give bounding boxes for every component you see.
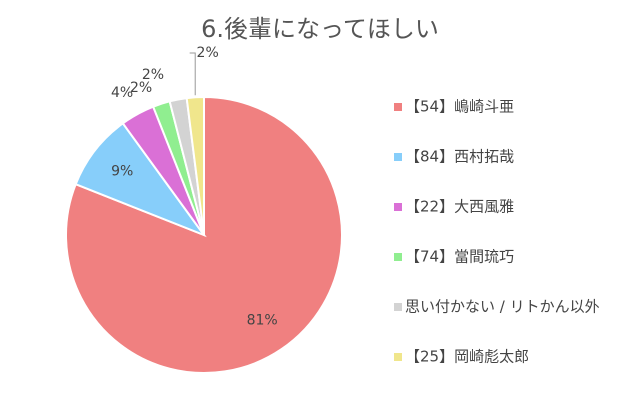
legend-swatch [394, 253, 402, 261]
data-label: 2% [142, 67, 164, 83]
data-label: 81% [247, 313, 278, 329]
leader-line [189, 52, 196, 96]
data-label: 2% [197, 45, 219, 61]
legend-label: 【84】西村拓哉 [405, 148, 514, 166]
pie-slice [185, 95, 205, 236]
legend-label: 【25】岡崎彪太郎 [405, 348, 529, 366]
legend-swatch [394, 153, 402, 161]
legend-swatch [394, 353, 402, 361]
data-label: 4% [111, 85, 133, 101]
legend-label: 【22】大西風雅 [405, 198, 514, 216]
chart-title: 6.後輩になってほしい [201, 15, 439, 43]
legend-swatch [394, 303, 402, 311]
data-label: 9% [111, 164, 133, 180]
legend-label: 思い付かない / リトかん以外 [405, 298, 600, 316]
data-label: 2% [130, 80, 152, 96]
legend-swatch [394, 203, 402, 211]
legend-swatch [394, 103, 402, 111]
legend-label: 【54】嶋崎斗亜 [405, 98, 514, 116]
legend-label: 【74】當間琉巧 [405, 248, 514, 266]
